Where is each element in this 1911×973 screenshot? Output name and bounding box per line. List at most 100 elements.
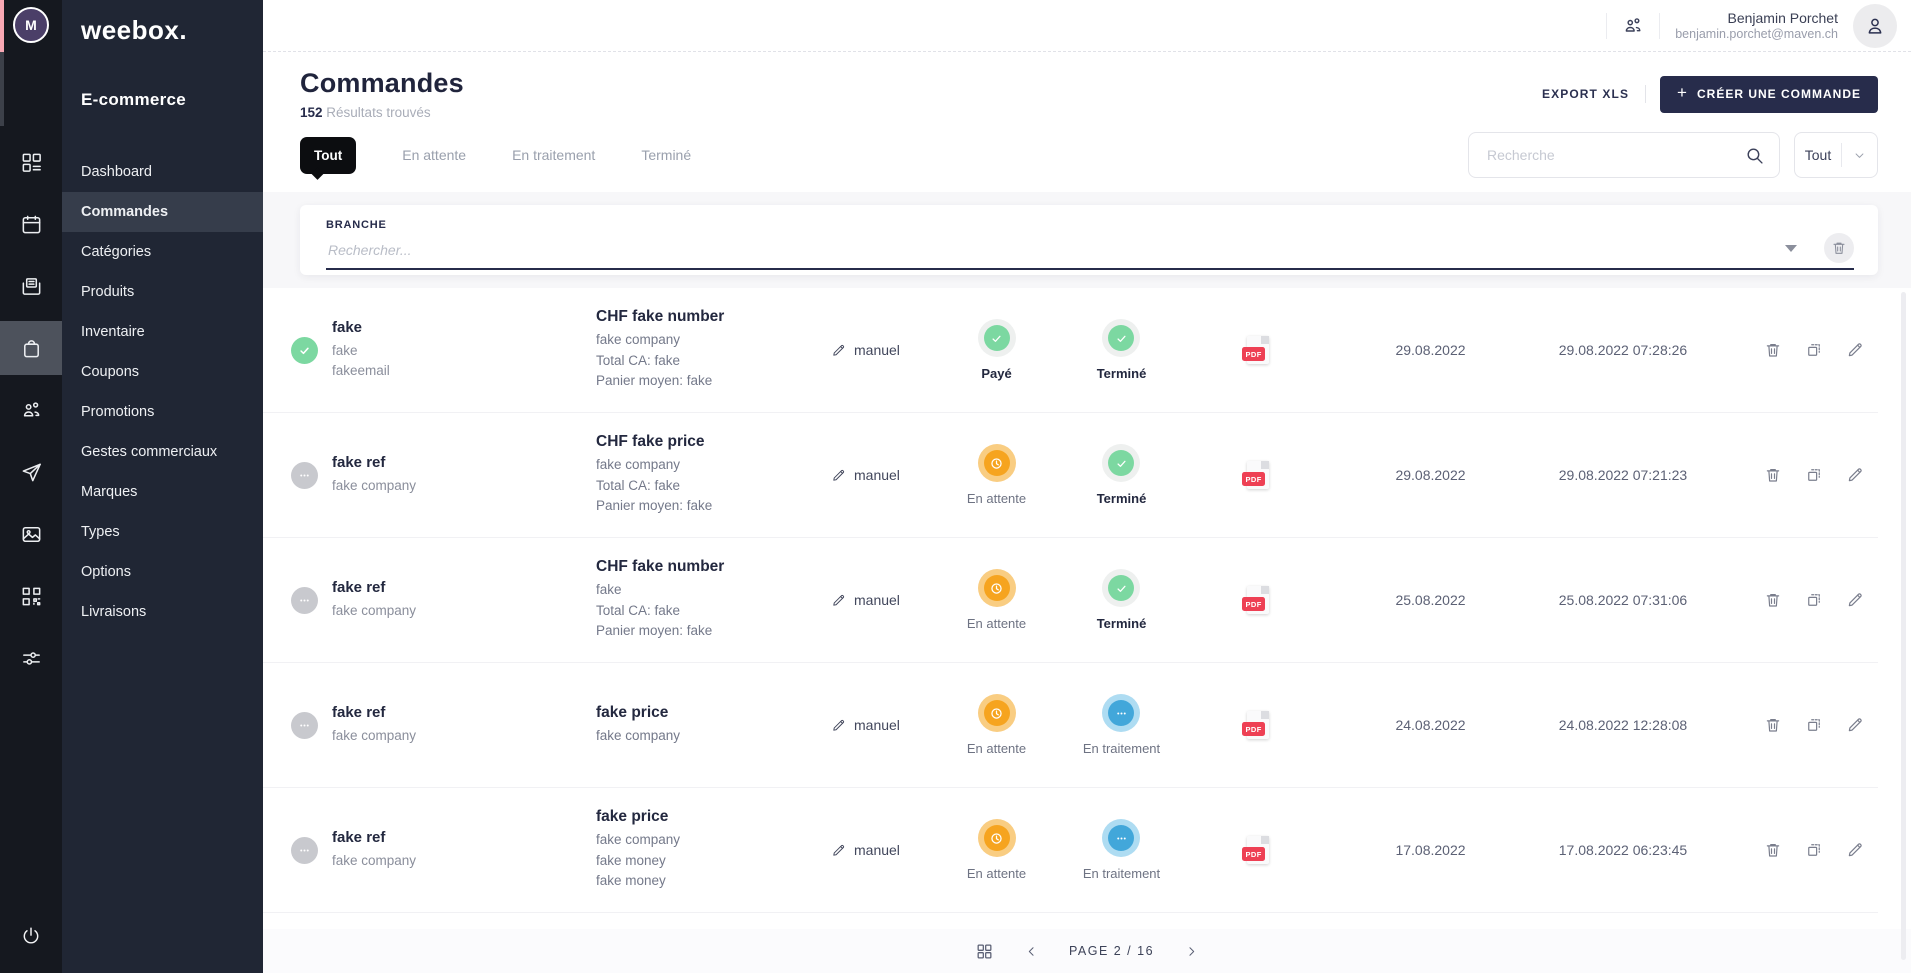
check-icon: [1108, 325, 1135, 351]
sidebar-item-coupons[interactable]: Coupons: [81, 364, 140, 380]
duplicate-order-button[interactable]: [1805, 341, 1823, 359]
create-order-label: CRÉER UNE COMMANDE: [1696, 87, 1861, 101]
tab-tout[interactable]: Tout: [300, 136, 357, 174]
pencil-icon: [831, 718, 846, 733]
source-label: manuel: [854, 342, 900, 358]
sidebar-item-marques[interactable]: Marques: [81, 484, 138, 500]
order-cell: fake price fake company fake money fake mon…: [596, 808, 831, 893]
order-source: manuel: [831, 717, 938, 733]
app-logo[interactable]: weebox.: [81, 15, 188, 45]
search-button[interactable]: [1744, 145, 1765, 166]
order-row[interactable]: fake ref fake company fake price fake compa…: [263, 788, 1878, 913]
clear-filter-button[interactable]: [1824, 232, 1854, 263]
caret-down-icon[interactable]: [1785, 244, 1797, 252]
search-input[interactable]: [1485, 146, 1744, 164]
module-qr-code[interactable]: [0, 569, 62, 623]
delete-order-button[interactable]: [1764, 466, 1782, 484]
branch-search-input[interactable]: [326, 241, 1785, 259]
customer-name: fake: [332, 318, 363, 336]
pdf-icon[interactable]: PDF: [1242, 336, 1269, 364]
delete-order-button[interactable]: [1764, 716, 1782, 734]
export-xls-button[interactable]: EXPORT XLS: [1540, 81, 1631, 107]
sidebar-item-types[interactable]: Types: [81, 524, 120, 540]
sidebar-item-categories[interactable]: Catégories: [81, 244, 152, 260]
sidebar-item-livraisons[interactable]: Livraisons: [81, 604, 147, 620]
delete-order-button[interactable]: [1764, 841, 1782, 859]
order-row[interactable]: fake ref fake company CHF fake number fake T…: [263, 538, 1878, 663]
edit-order-button[interactable]: [1846, 466, 1864, 484]
sidebar-item-inventaire[interactable]: Inventaire: [81, 324, 145, 340]
sidebar-item-commandes[interactable]: Commandes: [62, 192, 263, 232]
module-team[interactable]: [0, 383, 62, 437]
edit-order-button[interactable]: [1846, 591, 1864, 609]
duplicate-order-button[interactable]: [1805, 841, 1823, 859]
trash-icon: [1764, 466, 1782, 484]
order-row[interactable]: fake ref fake company CHF fake price fake c…: [263, 413, 1878, 538]
check-icon: [983, 325, 1010, 351]
duplicate-order-button[interactable]: [1805, 466, 1823, 484]
workspace-avatar[interactable]: M: [13, 7, 49, 43]
order-detail: Total CA: fake: [596, 477, 681, 493]
module-settings-sliders[interactable]: [0, 631, 62, 685]
order-status-label: Terminé: [1096, 366, 1147, 381]
edit-order-button[interactable]: [1846, 841, 1864, 859]
delete-order-button[interactable]: [1764, 341, 1782, 359]
sidebar-item-options[interactable]: Options: [81, 564, 131, 580]
duplicate-icon: [1805, 591, 1823, 609]
tab-en-traitement[interactable]: En traitement: [512, 147, 596, 163]
pencil-icon: [1846, 591, 1864, 609]
delete-order-button[interactable]: [1764, 591, 1782, 609]
order-row[interactable]: fake fake fakeemail CHF fake number fake com…: [263, 288, 1878, 413]
sidebar-item-dashboard[interactable]: Dashboard: [81, 164, 152, 180]
user-avatar[interactable]: [1853, 3, 1897, 48]
duplicate-icon: [1805, 841, 1823, 859]
module-shopping-bag[interactable]: [0, 321, 62, 375]
chevron-down-icon: [1852, 148, 1867, 163]
module-archive[interactable]: [0, 259, 62, 313]
order-row[interactable]: fake ref fake company fake price fake compa…: [263, 663, 1878, 788]
module-dashboard-grid[interactable]: [0, 135, 62, 189]
logout-button[interactable]: [20, 925, 42, 947]
tab-en-attente[interactable]: En attente: [402, 147, 467, 163]
neutral-indicator-icon: [291, 461, 318, 489]
module-title: E-commerce: [81, 90, 187, 109]
clock-icon: [983, 575, 1010, 601]
pagination-prev-button[interactable]: [1024, 944, 1039, 959]
pagination-next-button[interactable]: [1184, 944, 1199, 959]
scrollbar[interactable]: [1901, 292, 1906, 960]
sidebar-item-promotions[interactable]: Promotions: [81, 404, 155, 420]
pdf-icon[interactable]: PDF: [1242, 711, 1269, 739]
order-updated-datetime: 29.08.2022 07:21:23: [1558, 467, 1688, 483]
divider: [1841, 143, 1843, 167]
create-order-button[interactable]: + CRÉER UNE COMMANDE: [1660, 75, 1878, 113]
scope-dropdown[interactable]: Tout: [1794, 132, 1878, 178]
sidebar-item-produits[interactable]: Produits: [81, 284, 135, 300]
sidebar-item-gestes-commerciaux[interactable]: Gestes commerciaux: [81, 444, 218, 460]
module-media[interactable]: [0, 507, 62, 561]
team-switcher-button[interactable]: [1622, 15, 1644, 37]
customer-name: fake ref: [332, 578, 386, 596]
edit-order-button[interactable]: [1846, 716, 1864, 734]
edit-order-button[interactable]: [1846, 341, 1864, 359]
pagination-grid-button[interactable]: [975, 942, 994, 961]
duplicate-icon: [1805, 716, 1823, 734]
customer-detail: fakeemail: [332, 363, 390, 378]
payment-status-badge: Payé: [977, 319, 1016, 381]
module-calendar[interactable]: [0, 197, 62, 251]
duplicate-order-button[interactable]: [1805, 591, 1823, 609]
pdf-icon[interactable]: PDF: [1242, 586, 1269, 614]
order-status-label: Terminé: [1096, 616, 1147, 631]
user-info[interactable]: Benjamin Porchet benjamin.porchet@maven.…: [1675, 10, 1838, 41]
tab-termine[interactable]: Terminé: [641, 147, 692, 163]
pdf-icon[interactable]: PDF: [1242, 461, 1269, 489]
topbar: Benjamin Porchet benjamin.porchet@maven.…: [263, 0, 1911, 52]
duplicate-order-button[interactable]: [1805, 716, 1823, 734]
module-send[interactable]: [0, 445, 62, 499]
order-status-badge: Terminé: [1096, 319, 1147, 381]
neutral-indicator-icon: [291, 586, 318, 614]
grid-icon: [975, 942, 994, 961]
customer-detail: fake company: [332, 852, 417, 868]
order-date: 25.08.2022: [1395, 592, 1466, 608]
pdf-icon[interactable]: PDF: [1242, 836, 1269, 864]
pdf-label: PDF: [1242, 347, 1266, 361]
